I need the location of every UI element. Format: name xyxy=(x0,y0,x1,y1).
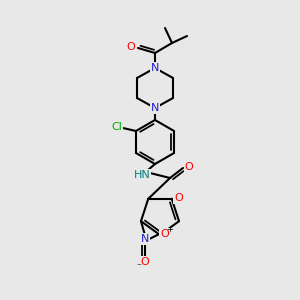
Text: +: + xyxy=(167,225,173,234)
Text: O: O xyxy=(184,162,194,172)
Text: HN: HN xyxy=(134,170,150,180)
Text: ⁻: ⁻ xyxy=(136,262,142,272)
Text: Cl: Cl xyxy=(112,122,122,132)
Text: O: O xyxy=(160,229,169,239)
Text: N: N xyxy=(151,103,159,113)
Text: O: O xyxy=(174,193,183,203)
Text: O: O xyxy=(127,42,135,52)
Text: O: O xyxy=(141,257,149,267)
Text: N: N xyxy=(141,234,149,244)
Text: N: N xyxy=(151,63,159,73)
